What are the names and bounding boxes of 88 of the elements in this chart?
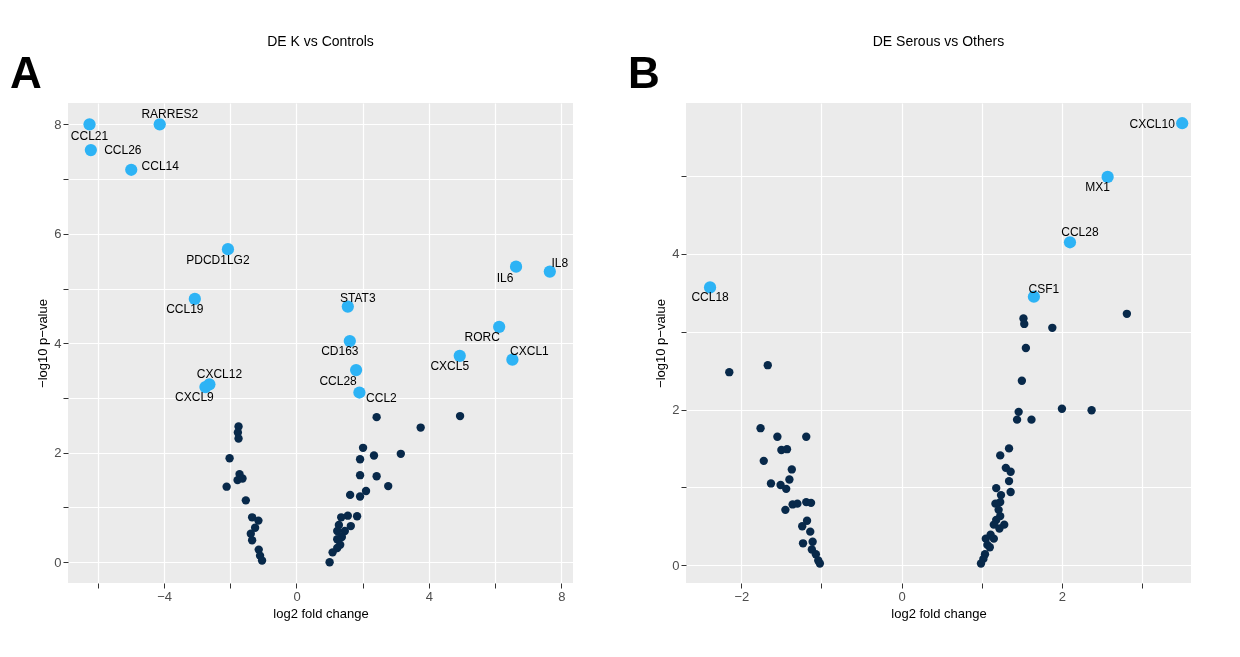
point [345, 490, 355, 500]
point [333, 526, 342, 536]
annotation: IL6 [496, 270, 514, 285]
annotation: IL8 [551, 255, 569, 270]
annotation: CSF1 [1028, 281, 1060, 296]
point [455, 411, 465, 421]
annotation: MX1 [1085, 179, 1111, 194]
y-axis-title: −log10 p−value [653, 299, 669, 388]
annotation: CXCL1 [510, 343, 550, 358]
annotation: CCL28 [319, 374, 358, 389]
point [83, 118, 96, 131]
annotation: CXCL5 [430, 358, 470, 373]
x-tick-label: 0 [293, 588, 301, 604]
point [358, 443, 368, 452]
text: A [10, 48, 42, 97]
y-tick-label: 4 [54, 335, 62, 351]
point [254, 516, 263, 525]
x-tick-label: 8 [558, 588, 566, 604]
point [509, 260, 523, 273]
point [247, 536, 257, 545]
point [221, 243, 235, 256]
point [153, 118, 166, 131]
annotation: CCL19 [166, 301, 204, 316]
chart-title: DE Serous vs Others [872, 33, 1005, 49]
point [493, 320, 506, 333]
text: B [628, 48, 660, 97]
annotation: CD163 [321, 344, 359, 359]
annotation: STAT3 [340, 290, 376, 305]
point [84, 143, 97, 157]
point [234, 434, 243, 443]
annotation: CCL18 [691, 290, 730, 305]
annotation: RORC [464, 329, 501, 344]
point [325, 558, 334, 567]
point [416, 423, 425, 432]
point [247, 513, 257, 522]
annotation: CCL2 [366, 390, 398, 405]
y-tick-label: 0 [672, 557, 680, 573]
x-tick-label: −4 [157, 588, 172, 604]
point [1063, 236, 1077, 249]
y-tick-label: 4 [672, 246, 680, 262]
point [1176, 117, 1189, 130]
point [543, 265, 556, 278]
point [352, 512, 362, 521]
point [343, 511, 352, 520]
point [250, 523, 260, 532]
point [355, 455, 365, 464]
y-tick-label: 0 [54, 554, 62, 570]
point [1101, 170, 1114, 184]
annotation: CCL28 [1061, 225, 1099, 240]
x-tick-label: 2 [1058, 588, 1067, 604]
point [241, 496, 251, 505]
point [372, 472, 381, 481]
y-tick-label: 8 [54, 116, 62, 132]
x-axis-title: log2 fold change [891, 605, 987, 621]
chart-title: DE K vs Controls [267, 33, 374, 49]
x-tick-label: 4 [425, 588, 434, 604]
annotation: CXCL10 [1129, 117, 1176, 132]
point [349, 363, 363, 377]
x-axis-title: log2 fold change [273, 605, 369, 621]
point [355, 471, 365, 480]
x-tick-label: −2 [734, 588, 750, 604]
point [257, 556, 267, 565]
y-axis-title: −log10 p−value [35, 299, 51, 388]
annotation: PDCD1LG2 [186, 253, 250, 268]
annotation: CCL14 [141, 158, 180, 173]
point [125, 163, 138, 176]
point [353, 386, 366, 399]
point [372, 412, 381, 422]
point [222, 482, 231, 491]
point [384, 481, 393, 491]
point [361, 486, 371, 496]
y-tick-label: 6 [54, 226, 62, 242]
annotation: CXCL9 [175, 390, 215, 405]
x-tick-label: 0 [898, 588, 906, 604]
annotation: CCL26 [104, 143, 142, 158]
point [337, 513, 346, 522]
point [346, 521, 355, 531]
y-tick-label: 2 [54, 445, 62, 461]
point [396, 449, 405, 459]
annotation: CXCL12 [196, 367, 243, 382]
point [328, 548, 337, 557]
point [355, 492, 365, 501]
point [453, 349, 466, 362]
point [369, 451, 379, 460]
point [225, 454, 234, 463]
annotation: RARRES2 [141, 107, 199, 122]
annotation: CCL21 [70, 129, 109, 144]
y-tick-label: 2 [672, 402, 680, 418]
